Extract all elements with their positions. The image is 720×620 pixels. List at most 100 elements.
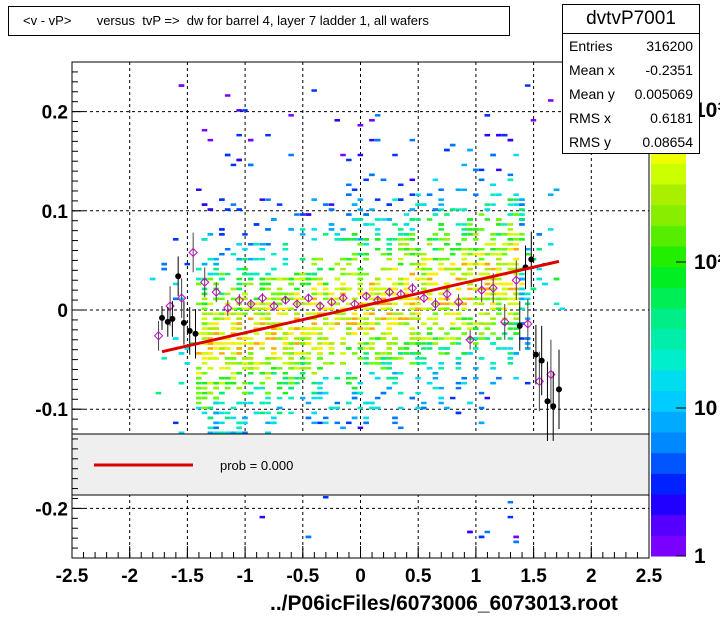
density-cell [392, 357, 398, 360]
density-cell [507, 173, 514, 177]
density-cell [247, 282, 254, 286]
x-tick-label: 2.5 [636, 566, 663, 587]
density-cell [432, 317, 439, 320]
density-cell [519, 292, 525, 296]
density-cell [253, 272, 260, 276]
density-cell [484, 282, 491, 286]
density-cell [357, 208, 364, 211]
density-cell [357, 322, 364, 325]
density-cell [455, 188, 462, 191]
density-cell [403, 302, 410, 306]
density-cell [490, 233, 496, 236]
density-cell [432, 233, 439, 236]
density-cell [317, 292, 323, 296]
density-cell [322, 282, 329, 286]
density-cell [311, 327, 317, 330]
density-cell [207, 367, 214, 370]
density-cell [265, 282, 271, 286]
density-cell [207, 208, 214, 211]
density-cell [438, 198, 444, 201]
density-cell [282, 337, 289, 340]
density-cell [311, 297, 317, 301]
density-cell [455, 327, 462, 330]
density-cell [490, 203, 496, 206]
density-cell [236, 243, 242, 246]
density-cell [305, 272, 312, 276]
y-tick-label: 0 [57, 301, 68, 322]
density-cell [207, 233, 214, 236]
legend: prob = 0.000 [71, 433, 650, 496]
density-cell [357, 381, 364, 385]
density-cell [207, 357, 214, 360]
density-cell [219, 198, 225, 201]
density-cell [346, 193, 352, 196]
density-cell [473, 347, 479, 350]
density-cell [317, 282, 323, 286]
density-cell [403, 297, 410, 301]
density-cell [478, 228, 485, 231]
density-cell [478, 337, 485, 340]
density-cell [230, 406, 237, 410]
density-cell [299, 233, 306, 236]
density-cell [276, 386, 283, 390]
density-cell [236, 386, 242, 390]
profile-open-point [280, 295, 291, 305]
density-cell [536, 248, 542, 251]
density-cell [374, 396, 381, 400]
density-cell [207, 426, 214, 430]
density-cell [196, 282, 202, 286]
density-cell [426, 292, 433, 296]
density-cell [271, 357, 277, 360]
density-cell [542, 282, 548, 286]
density-cell [201, 262, 208, 266]
density-cell [467, 248, 473, 251]
density-cell [409, 252, 416, 256]
y-tick-label: 0.2 [42, 103, 68, 124]
density-cell [196, 302, 202, 306]
density-cell [415, 252, 421, 256]
density-cell [276, 396, 283, 400]
density-cell [484, 312, 491, 315]
density-cell [496, 257, 502, 261]
density-cell [230, 357, 237, 360]
density-cell [265, 322, 271, 325]
density-cell [513, 213, 519, 216]
density-cell [484, 203, 491, 206]
fit-line [161, 259, 560, 354]
profile-open-point [234, 295, 245, 305]
density-cell [242, 272, 248, 276]
density-cell [207, 337, 214, 340]
density-cell [299, 376, 306, 380]
density-cell [426, 327, 433, 330]
density-cell [271, 322, 277, 325]
density-cell [340, 337, 346, 340]
density-cell [374, 287, 381, 291]
profile-open-point [338, 293, 348, 303]
density-cell [484, 287, 491, 291]
density-cell [392, 238, 398, 241]
color-scale-band [651, 473, 686, 495]
density-cell [403, 292, 410, 296]
density-cell [374, 292, 381, 296]
density-cell [496, 302, 502, 306]
density-cell [346, 317, 352, 320]
profile-black-point [192, 330, 199, 337]
profile-open-point [419, 293, 429, 303]
density-cell [490, 193, 496, 196]
density-cell [421, 347, 427, 350]
density-cell [311, 272, 317, 276]
density-cell [317, 257, 323, 261]
density-cell [392, 381, 398, 385]
density-cell [519, 208, 525, 211]
density-cell [213, 386, 219, 390]
density-cell [438, 386, 444, 390]
density-cell [201, 312, 208, 315]
density-cell [392, 317, 398, 320]
color-scale-band [651, 266, 686, 288]
density-cell [357, 153, 364, 157]
density-cell [305, 352, 312, 355]
density-cell [155, 391, 162, 395]
density-cell [374, 114, 381, 117]
density-cell [247, 391, 254, 395]
density-cell [271, 421, 277, 425]
